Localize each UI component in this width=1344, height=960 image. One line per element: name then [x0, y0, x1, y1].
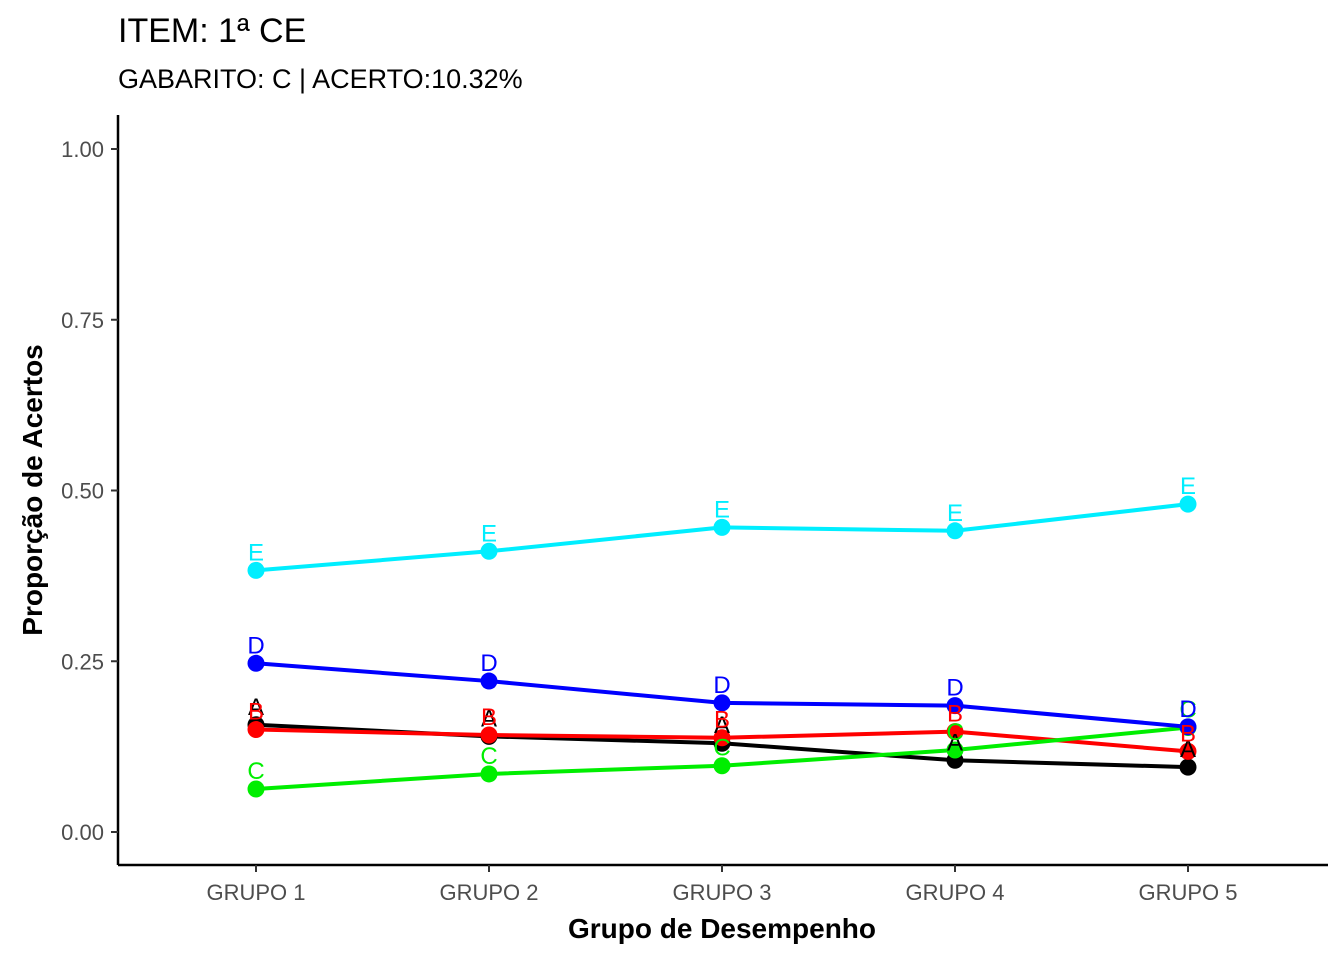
data-label-B: B [248, 699, 264, 726]
data-label-A: A [714, 712, 730, 739]
data-point-B [946, 723, 964, 741]
data-label-B: B [947, 701, 963, 728]
data-point-E [946, 522, 964, 540]
data-point-D [480, 672, 498, 690]
x-tick-label: GRUPO 5 [1138, 880, 1237, 905]
data-label-E: E [481, 520, 497, 547]
y-tick-label: 1.00 [61, 137, 104, 162]
data-point-C [247, 780, 265, 798]
data-label-B: B [1180, 720, 1196, 747]
data-point-B [247, 721, 265, 739]
data-label-E: E [248, 539, 264, 566]
data-point-C [713, 757, 731, 775]
data-label-A: A [1180, 736, 1196, 763]
x-tick-label: GRUPO 2 [439, 880, 538, 905]
data-label-D: D [946, 675, 963, 702]
data-label-C: C [946, 719, 963, 746]
data-label-D: D [713, 672, 730, 699]
data-label-E: E [947, 500, 963, 527]
y-tick-label: 0.00 [61, 820, 104, 845]
data-point-C [480, 765, 498, 783]
data-label-B: B [714, 707, 730, 734]
data-point-B [713, 729, 731, 747]
data-point-B [480, 726, 498, 744]
data-point-C [946, 741, 964, 759]
data-point-D [713, 694, 731, 712]
axes: 0.00 0.25 0.50 0.75 1.00 GRUPO 1 GRUPO 2 GRUPO … [61, 115, 1328, 905]
chart-title: ITEM: 1ª CE [118, 12, 307, 50]
data-label-B: B [481, 704, 497, 731]
x-axis-title: Grupo de Desempenho [568, 913, 876, 944]
data-label-A: A [481, 705, 497, 732]
data-label-C: C [713, 735, 730, 762]
x-tick-label: GRUPO 4 [905, 880, 1004, 905]
data-label-D: D [1179, 696, 1196, 723]
data-label-D: D [247, 632, 264, 659]
x-tick-label: GRUPO 3 [672, 880, 771, 905]
data-label-A: A [947, 729, 963, 756]
data-point-B [1179, 742, 1197, 760]
data-point-E [713, 518, 731, 536]
data-label-D: D [480, 650, 497, 677]
y-axis-title: Proporção de Acertos [17, 344, 48, 635]
data-point-D [247, 654, 265, 672]
data-label-C: C [247, 758, 264, 785]
data-point-E [1179, 495, 1197, 513]
data-label-C: C [480, 743, 497, 770]
data-point-D [946, 697, 964, 715]
data-label-E: E [714, 496, 730, 523]
series-points [247, 495, 1197, 798]
data-point-E [247, 561, 265, 579]
y-tick-label: 0.75 [61, 308, 104, 333]
y-tick-label: 0.25 [61, 649, 104, 674]
data-label-E: E [1180, 473, 1196, 500]
data-label-C: C [1179, 697, 1196, 724]
x-tick-label: GRUPO 1 [206, 880, 305, 905]
chart-subtitle: GABARITO: C | ACERTO:10.32% [118, 64, 523, 94]
data-point-D [1179, 718, 1197, 736]
data-label-A: A [248, 694, 264, 721]
data-point-E [480, 542, 498, 560]
y-tick-label: 0.50 [61, 479, 104, 504]
data-point-A [1179, 758, 1197, 776]
